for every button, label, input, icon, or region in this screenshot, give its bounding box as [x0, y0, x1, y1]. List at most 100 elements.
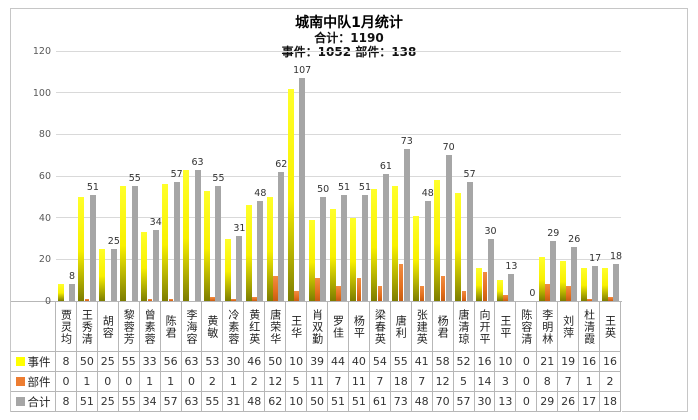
table-value-cell: 1: [160, 372, 182, 392]
bar-total: [382, 173, 389, 301]
y-axis-tick-label: 60: [38, 171, 51, 182]
bar-total: [173, 182, 180, 301]
table-value-cell: 17: [579, 392, 601, 412]
table-value-cell: 51: [328, 392, 349, 412]
bar-event: [162, 184, 169, 301]
table-value-cell: 21: [537, 352, 559, 372]
bar-part: [440, 276, 446, 301]
table-value-cell: 34: [139, 392, 161, 412]
column-header-name: 贾灵均: [56, 302, 77, 352]
legend-row-header: 合计: [11, 392, 56, 412]
column-header-name: 李明林: [537, 302, 559, 352]
table-value-cell: 0: [516, 372, 538, 392]
legend-row-header: 部件: [11, 372, 56, 392]
y-axis-tick-label: 80: [38, 129, 51, 141]
bar-value-label: 8: [68, 271, 76, 283]
bar-total: [257, 201, 264, 301]
table-value-cell: 57: [160, 392, 182, 412]
bar-value-label: 62: [275, 158, 288, 170]
table-value-cell: 25: [97, 352, 119, 372]
bar-event: [99, 248, 106, 301]
bar-part: [168, 298, 174, 301]
bar-value-label: 48: [421, 188, 434, 199]
table-value-cell: 55: [118, 352, 140, 372]
bar-total: [571, 246, 578, 301]
bar-event: [601, 267, 608, 301]
bar-total: [424, 201, 431, 301]
bar-value-label: 34: [149, 217, 162, 229]
bar-part: [608, 296, 613, 301]
bar-event: [559, 261, 566, 301]
table-value-cell: 14: [474, 372, 496, 392]
series-swatch-icon: [15, 377, 25, 386]
bar-value-label: 73: [400, 135, 413, 147]
column-header-name: 罗佳: [328, 302, 349, 352]
table-value-cell: 55: [202, 392, 224, 412]
table-value-cell: 44: [328, 352, 349, 372]
bar-value-label: 51: [337, 181, 351, 193]
bar-value-label: 13: [505, 260, 518, 272]
table-value-cell: 1: [139, 372, 161, 392]
table-value-cell: 10: [286, 392, 308, 412]
bar-total: [592, 265, 599, 301]
bar-part: [294, 290, 299, 301]
table-value-cell: 63: [181, 352, 203, 372]
table-value-cell: 51: [76, 392, 98, 412]
table-value-cell: 16: [600, 352, 621, 372]
table-value-cell: 18: [390, 372, 412, 392]
bar-event: [392, 186, 399, 301]
bar-part: [461, 290, 467, 301]
bar-total: [341, 194, 348, 301]
bar-event: [476, 267, 483, 301]
bar-value-label: 30: [484, 225, 497, 237]
column-header-name: 唐荣华: [265, 302, 287, 352]
bar-value-label: 107: [293, 65, 312, 77]
bar-part: [231, 298, 236, 301]
bar-value-label: 63: [191, 156, 204, 168]
bar-value-label: 61: [379, 160, 392, 172]
bar-event: [308, 219, 315, 301]
table-value-cell: 50: [76, 352, 98, 372]
table-value-cell: 18: [600, 392, 621, 412]
table-value-cell: 7: [411, 372, 433, 392]
bar-value-label: 57: [463, 169, 476, 181]
table-value-cell: 5: [453, 372, 475, 392]
bar-total: [131, 186, 138, 301]
column-header-name: 杨平: [348, 302, 370, 352]
bar-value-label: 31: [233, 223, 246, 235]
table-value-cell: 26: [558, 392, 580, 412]
bar-event: [350, 217, 357, 301]
table-value-cell: 55: [118, 392, 140, 412]
table-value-cell: 73: [390, 392, 412, 412]
bar-part: [419, 286, 425, 301]
table-value-cell: 50: [265, 352, 287, 372]
column-header-name: 杨君: [432, 302, 454, 352]
bar-value-label: 18: [610, 250, 623, 262]
bar-part: [482, 271, 488, 301]
bar-event: [266, 196, 273, 301]
bar-event: [287, 88, 294, 301]
bar-value-label: 70: [442, 142, 455, 154]
y-axis-tick-label: 20: [38, 254, 51, 266]
table-value-cell: 46: [244, 352, 266, 372]
bar-total: [550, 240, 557, 301]
column-header-name: 曾素蓉: [139, 302, 161, 352]
column-header-name: 王平: [495, 302, 517, 352]
bar-total: [236, 236, 243, 301]
chart-title: 城南中队1月统计: [295, 15, 403, 31]
table-value-cell: 33: [139, 352, 161, 372]
column-header-name: 杜清霞: [579, 302, 601, 352]
gridline: [56, 217, 621, 219]
bar-value-label: 25: [107, 235, 120, 247]
bar-part: [566, 286, 571, 301]
table-value-cell: 7: [558, 372, 580, 392]
bar-value-label: 29: [547, 227, 560, 239]
table-corner-cell: [11, 302, 56, 352]
data-table: 贾灵均 王秀清 胡容 黎蓉芳 曾素蓉 陈君 李海容 黄敏 冷素蓉 黄红英 唐荣华 王华 肖双勤 罗佳 杨平梁…: [11, 301, 622, 412]
bar-part: [147, 298, 153, 301]
table-value-cell: 56: [160, 352, 182, 372]
table-value-cell: 1: [579, 372, 601, 392]
table-value-cell: 50: [307, 392, 329, 412]
table-value-cell: 31: [223, 392, 245, 412]
bar-total: [299, 78, 306, 301]
